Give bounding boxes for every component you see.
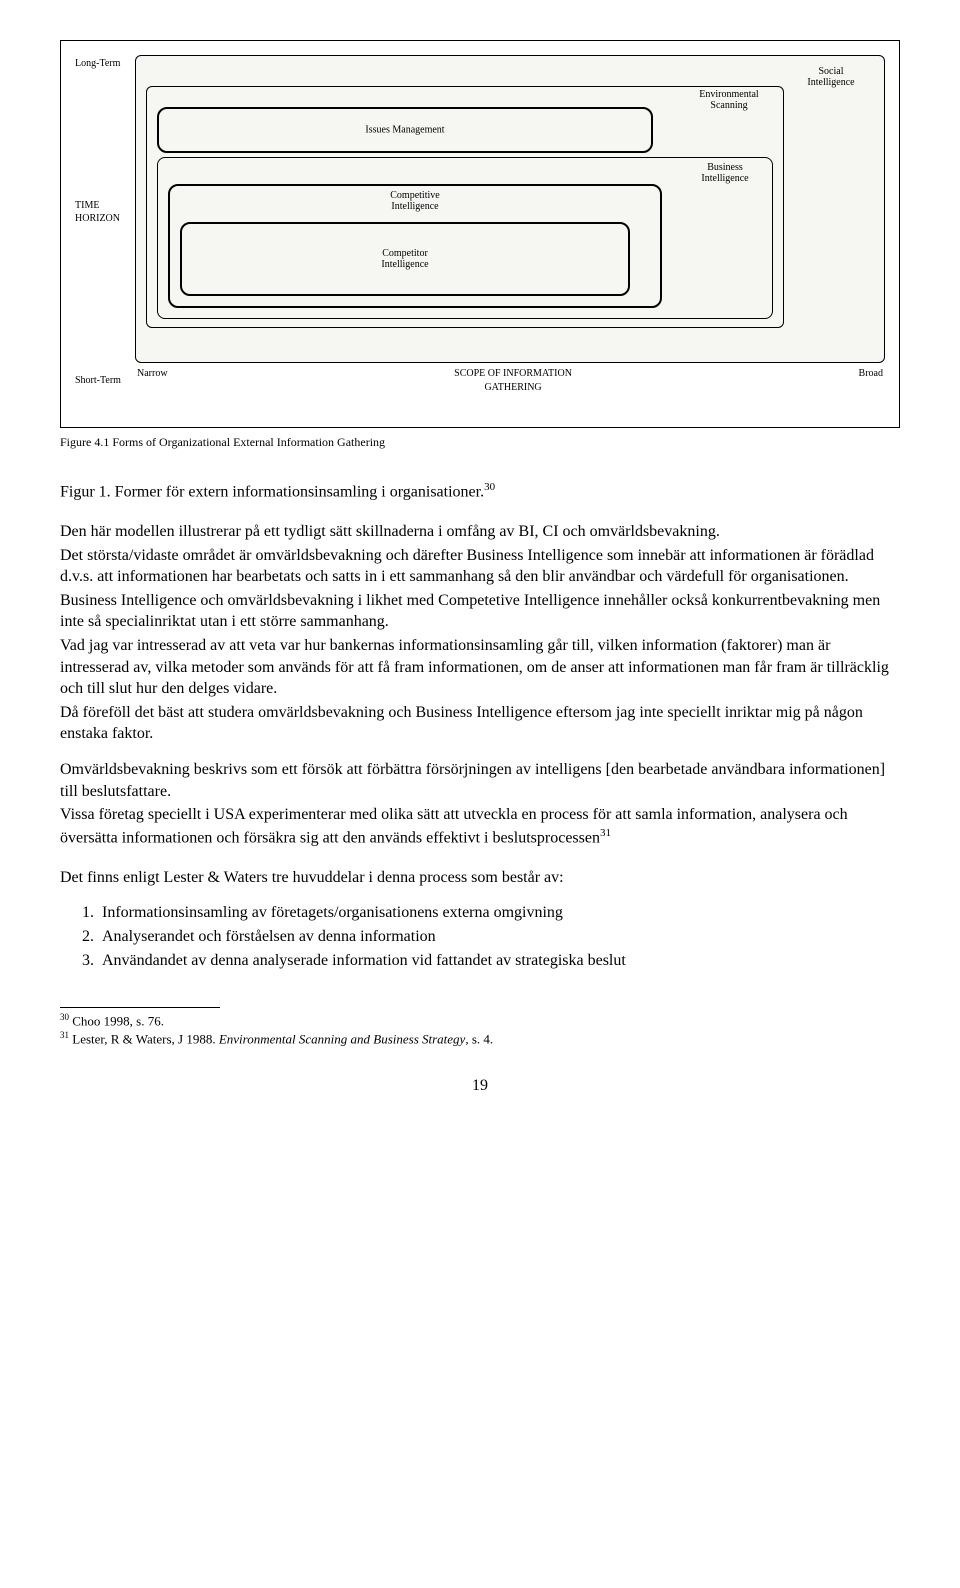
box-competitive: Competitive Intelligence Competitor Inte… [168, 184, 662, 308]
box-social: Social Intelligence Environmental Scanni… [135, 55, 885, 363]
footnote-31-num: 31 [60, 1030, 69, 1040]
para-1e: Då föreföll det bäst att studera omvärld… [60, 702, 900, 745]
footnote-30-text: Choo 1998, s. 76. [72, 1013, 164, 1028]
box-environmental: Environmental Scanning Issues Management… [146, 86, 784, 328]
list-item: Användandet av denna analyserade informa… [98, 950, 900, 972]
footnote-31-post: , s. 4. [465, 1031, 493, 1046]
footnote-31-title: Environmental Scanning and Business Stra… [219, 1031, 466, 1046]
footnote-rule [60, 1007, 220, 1008]
diagram-body: Social Intelligence Environmental Scanni… [135, 51, 885, 394]
label-social: Social Intelligence [796, 66, 866, 88]
box-issues: Issues Management [157, 107, 653, 153]
y-axis-bottom: Short-Term [75, 374, 135, 388]
list-item: Informationsinsamling av företagets/orga… [98, 902, 900, 924]
figure-caption-text: Figur 1. Former för extern informationsi… [60, 484, 484, 501]
para-2a: Omvärldsbevakning beskrivs som ett försö… [60, 759, 900, 802]
label-issues: Issues Management [345, 125, 465, 136]
footnote-30: 30 Choo 1998, s. 76. [60, 1012, 900, 1030]
para-1b: Det största/vidaste området är omvärldsb… [60, 545, 900, 588]
para-2b-text: Vissa företag speciellt i USA experiment… [60, 806, 848, 846]
y-axis: Long-Term TIME HORIZON Short-Term [75, 51, 135, 417]
footnote-30-num: 30 [60, 1012, 69, 1022]
figure-caption-ref: 30 [484, 481, 495, 493]
para-1d: Vad jag var intresserad av att veta var … [60, 635, 900, 700]
process-list: Informationsinsamling av företagets/orga… [60, 902, 900, 971]
para-1c: Business Intelligence och omvärldsbevakn… [60, 590, 900, 633]
para-1a: Den här modellen illustrerar på ett tydl… [60, 521, 900, 543]
x-axis: Narrow SCOPE OF INFORMATION GATHERING Br… [137, 367, 883, 394]
diagram-figure: Long-Term TIME HORIZON Short-Term Social… [60, 40, 900, 428]
list-item: Analyserandet och förståelsen av denna i… [98, 926, 900, 948]
para-3: Det finns enligt Lester & Waters tre huv… [60, 867, 900, 889]
footnote-31: 31 Lester, R & Waters, J 1988. Environme… [60, 1030, 900, 1048]
y-axis-mid: TIME HORIZON [75, 199, 135, 226]
label-environmental: Environmental Scanning [689, 89, 769, 111]
page-number: 19 [60, 1075, 900, 1097]
label-competitor: Competitor Intelligence [360, 248, 450, 270]
x-axis-right: Broad [859, 367, 883, 394]
label-bi: Business Intelligence [690, 162, 760, 184]
label-competitive: Competitive Intelligence [370, 190, 460, 212]
diagram-source-caption: Figure 4.1 Forms of Organizational Exter… [60, 434, 900, 450]
x-axis-center: SCOPE OF INFORMATION GATHERING [438, 367, 588, 394]
para-2b: Vissa företag speciellt i USA experiment… [60, 804, 900, 849]
x-axis-left: Narrow [137, 367, 168, 394]
footnote-31-pre: Lester, R & Waters, J 1988. [72, 1031, 219, 1046]
figure-caption: Figur 1. Former för extern informationsi… [60, 480, 900, 503]
box-competitor: Competitor Intelligence [180, 222, 630, 296]
y-axis-top: Long-Term [75, 57, 135, 71]
para-2b-ref: 31 [600, 827, 611, 839]
box-bi: Business Intelligence Competitive Intell… [157, 157, 773, 319]
